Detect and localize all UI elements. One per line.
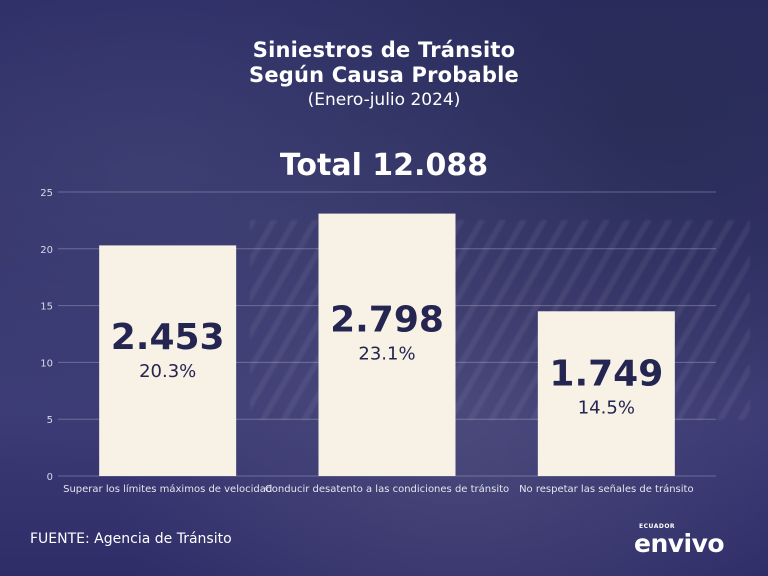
total-label: Total 12.088 (279, 148, 489, 183)
category-label: No respetar las señales de tránsito (519, 483, 694, 495)
y-tick-label: 25 (40, 188, 53, 199)
y-tick-label: 10 (40, 358, 53, 369)
bar-percent-label: 23.1% (358, 344, 415, 365)
bar (99, 245, 237, 476)
bar-percent-label: 20.3% (139, 361, 196, 382)
chart-subtitle: (Enero-julio 2024) (307, 90, 461, 110)
bar-value-label: 2.798 (330, 300, 444, 341)
source-text: FUENTE: Agencia de Tránsito (30, 531, 232, 547)
bar (318, 213, 456, 477)
chart-title-line1: Siniestros de Tránsito (252, 38, 516, 62)
y-tick-label: 20 (40, 245, 53, 256)
y-tick-label: 15 (40, 302, 53, 313)
bar-percent-label: 14.5% (578, 397, 635, 418)
bar-value-label: 1.749 (549, 353, 663, 394)
logo-brand-text: envivo (634, 529, 725, 558)
logo-country-text: ECUADOR (639, 523, 676, 530)
envivo-logo: ECUADOR envivo (634, 523, 744, 559)
category-label: Conducir desatento a las condiciones de … (265, 483, 509, 495)
y-tick-label: 5 (47, 415, 53, 426)
category-label: Superar los límites máximos de velocidad (63, 483, 272, 495)
bar-value-label: 2.453 (111, 317, 225, 358)
y-tick-label: 0 (47, 472, 53, 483)
bar (537, 311, 675, 476)
chart-title-line2: Según Causa Probable (249, 63, 519, 87)
